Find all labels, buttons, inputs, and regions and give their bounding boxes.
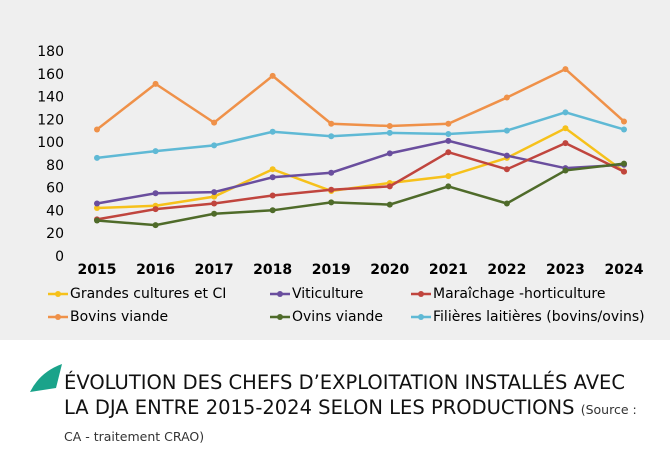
x-tick-label: 2018 [253, 262, 292, 278]
data-point [503, 166, 510, 173]
caption-icon [30, 364, 62, 392]
data-point [269, 174, 276, 181]
data-point [269, 128, 276, 135]
caption: ÉVOLUTION DES CHEFS D’EXPLOITATION INSTA… [64, 370, 644, 449]
data-point [94, 126, 100, 133]
x-tick-label: 2023 [546, 262, 585, 278]
x-tick-label: 2016 [136, 262, 175, 278]
data-point [152, 190, 159, 197]
y-tick-label: 0 [55, 249, 64, 265]
x-tick-label: 2021 [429, 262, 468, 278]
legend-label: Grandes cultures et CI [70, 286, 226, 302]
data-point [621, 160, 627, 167]
legend-label: Viticulture [292, 286, 363, 302]
series-line [96, 111, 625, 160]
series-line [96, 67, 625, 131]
series-line [96, 162, 625, 227]
data-point [328, 186, 335, 193]
data-point [152, 80, 159, 87]
data-point [621, 126, 627, 133]
y-tick-label: 20 [46, 226, 64, 242]
legend-marker [55, 291, 61, 297]
data-point [386, 150, 393, 157]
series-line [96, 141, 625, 221]
x-tick-label: 2024 [605, 262, 644, 278]
data-point [562, 167, 569, 174]
data-point [562, 125, 569, 132]
data-point [211, 210, 218, 217]
y-tick-label: 40 [46, 203, 64, 219]
legend-marker [418, 291, 424, 297]
data-point [562, 140, 569, 147]
y-tick-label: 160 [37, 67, 64, 83]
data-point [621, 118, 627, 125]
data-point [328, 120, 335, 127]
data-point [562, 66, 569, 73]
data-point [152, 148, 159, 155]
data-point [328, 133, 335, 140]
data-point [386, 129, 393, 136]
data-point [269, 166, 276, 173]
legend-marker [55, 314, 61, 320]
data-point [503, 152, 510, 159]
data-point [152, 206, 159, 213]
y-tick-label: 100 [37, 135, 64, 151]
legend-label: Filières laitières (bovins/ovins) [433, 309, 645, 325]
data-point [211, 189, 218, 196]
data-point [386, 201, 393, 208]
y-tick-label: 120 [37, 112, 64, 128]
data-point [328, 169, 335, 176]
data-point [503, 127, 510, 134]
data-point [386, 123, 393, 130]
data-point [445, 131, 452, 137]
data-point [503, 94, 510, 101]
y-tick-label: 180 [37, 44, 64, 60]
data-point [152, 222, 159, 229]
data-point [211, 193, 218, 200]
data-point [269, 207, 276, 214]
legend-label: Maraîchage -horticulture [433, 286, 606, 302]
x-tick-label: 2022 [487, 262, 526, 278]
legend-marker [277, 291, 283, 297]
legend-label: Bovins viande [70, 309, 168, 325]
x-tick-label: 2017 [195, 262, 234, 278]
data-point [269, 192, 276, 199]
data-point [94, 200, 100, 207]
data-point [445, 173, 452, 180]
legend-marker [418, 314, 424, 320]
x-tick-label: 2019 [312, 262, 351, 278]
data-point [621, 168, 627, 175]
y-tick-label: 80 [46, 158, 64, 174]
chart-background [0, 0, 670, 340]
data-point [94, 217, 100, 224]
data-point [94, 205, 100, 212]
legend-label: Ovins viande [292, 309, 383, 325]
y-tick-label: 140 [37, 90, 64, 106]
data-point [94, 154, 100, 161]
data-point [211, 142, 218, 149]
data-point [386, 183, 393, 190]
data-point [445, 149, 452, 156]
x-tick-label: 2015 [78, 262, 117, 278]
chart-title: ÉVOLUTION DES CHEFS D’EXPLOITATION INSTA… [64, 371, 625, 419]
data-point [445, 137, 452, 144]
data-point [562, 109, 569, 116]
data-point [328, 199, 335, 206]
data-point [503, 200, 510, 207]
series-line [96, 139, 625, 205]
data-point [211, 200, 218, 207]
data-point [269, 72, 276, 79]
legend-marker [277, 314, 283, 320]
data-point [445, 183, 452, 190]
y-tick-label: 60 [46, 181, 64, 197]
x-tick-label: 2020 [370, 262, 409, 278]
data-point [211, 119, 218, 126]
data-point [445, 120, 452, 127]
chart-subtitle: (Source : CA - traitement CRAO) [64, 402, 637, 444]
